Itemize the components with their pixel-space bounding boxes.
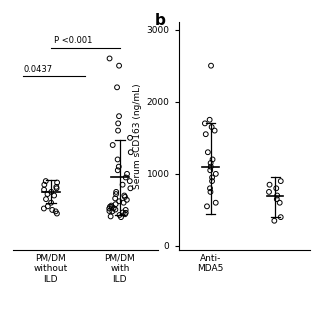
Point — [210, 175, 215, 180]
Point — [277, 200, 282, 205]
Point — [267, 189, 272, 195]
Point — [49, 189, 54, 195]
Point — [121, 200, 126, 205]
Point — [108, 214, 113, 219]
Point — [202, 121, 207, 126]
Point — [114, 189, 119, 195]
Point — [53, 209, 58, 214]
Point — [208, 164, 213, 169]
Point — [117, 212, 122, 218]
Point — [208, 161, 213, 166]
Point — [127, 135, 132, 140]
Point — [123, 212, 128, 217]
Y-axis label: Serum sCD163 (ng/mL): Serum sCD163 (ng/mL) — [133, 83, 142, 189]
Point — [45, 191, 50, 196]
Point — [109, 203, 114, 208]
Point — [41, 206, 46, 211]
Point — [208, 189, 213, 195]
Point — [108, 204, 113, 209]
Text: 0.0437: 0.0437 — [23, 65, 52, 74]
Point — [209, 124, 214, 130]
Point — [274, 196, 279, 202]
Point — [115, 157, 120, 162]
Point — [208, 168, 213, 173]
Point — [123, 207, 128, 212]
Point — [207, 186, 212, 191]
Point — [116, 121, 121, 126]
Point — [42, 182, 47, 187]
Point — [116, 199, 122, 204]
Point — [116, 128, 121, 133]
Text: P <0.001: P <0.001 — [54, 36, 92, 45]
Point — [124, 197, 129, 202]
Point — [123, 175, 128, 180]
Point — [111, 205, 116, 211]
Point — [116, 63, 122, 68]
Point — [107, 56, 112, 61]
Point — [127, 179, 132, 184]
Point — [128, 150, 133, 155]
Point — [203, 132, 208, 137]
Point — [278, 215, 283, 220]
Point — [275, 193, 280, 198]
Point — [115, 85, 120, 90]
Point — [107, 208, 112, 213]
Point — [278, 179, 283, 184]
Point — [114, 191, 119, 196]
Point — [212, 128, 217, 133]
Point — [274, 186, 279, 191]
Point — [49, 200, 54, 205]
Point — [116, 114, 122, 119]
Point — [54, 186, 59, 191]
Point — [110, 209, 115, 214]
Point — [204, 204, 210, 209]
Point — [267, 182, 272, 187]
Point — [210, 157, 215, 162]
Point — [113, 207, 118, 212]
Point — [207, 117, 212, 122]
Point — [208, 63, 213, 68]
Point — [43, 179, 48, 184]
Point — [54, 180, 60, 185]
Text: b: b — [155, 13, 166, 28]
Point — [44, 196, 49, 202]
Point — [110, 142, 115, 148]
Point — [213, 171, 218, 176]
Point — [124, 171, 130, 176]
Point — [205, 150, 211, 155]
Point — [213, 200, 218, 205]
Point — [109, 204, 114, 210]
Point — [52, 193, 57, 198]
Point — [123, 210, 128, 215]
Point — [210, 179, 215, 184]
Point — [120, 210, 125, 215]
Point — [50, 207, 55, 212]
Point — [272, 218, 277, 223]
Point — [128, 186, 133, 191]
Point — [123, 194, 128, 199]
Point — [113, 202, 118, 207]
Point — [115, 168, 120, 173]
Point — [113, 196, 118, 201]
Point — [118, 215, 124, 220]
Point — [54, 211, 60, 216]
Point — [122, 193, 127, 198]
Point — [54, 184, 59, 189]
Point — [107, 206, 112, 211]
Point — [42, 187, 47, 192]
Point — [120, 182, 125, 187]
Point — [116, 164, 121, 169]
Point — [45, 204, 50, 209]
